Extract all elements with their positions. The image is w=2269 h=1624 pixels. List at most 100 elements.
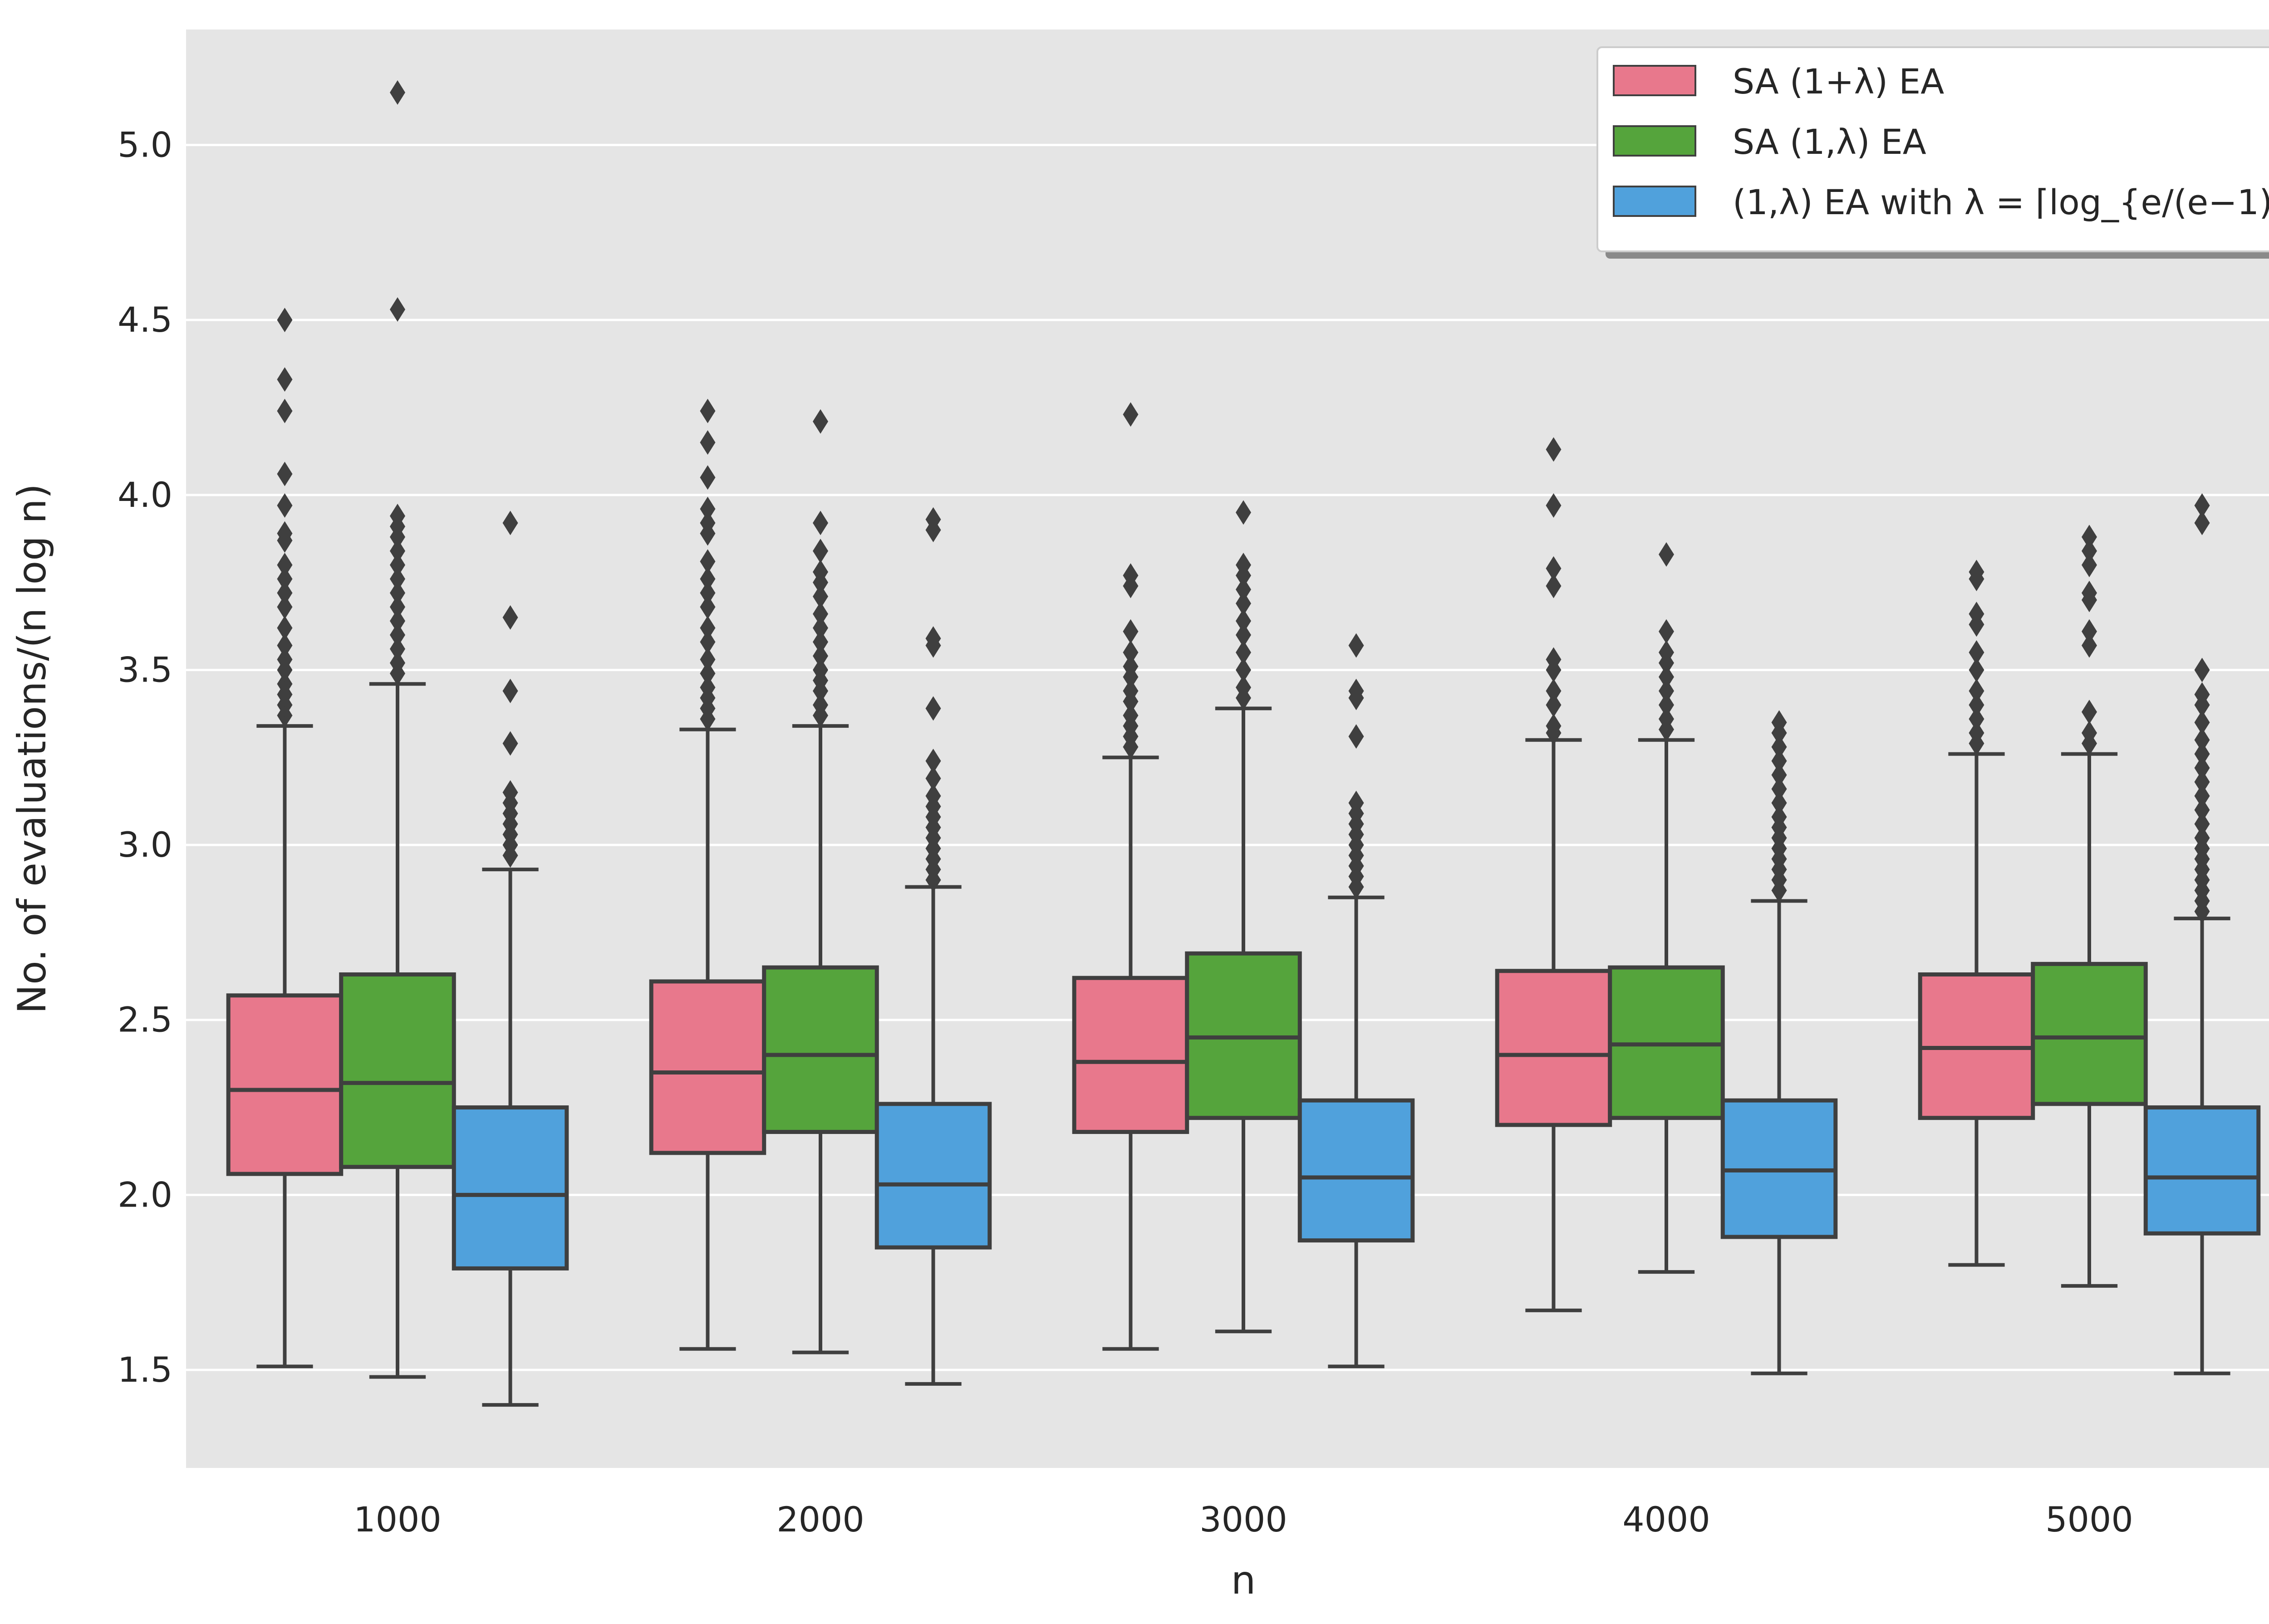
outlier-point — [502, 731, 518, 756]
outlier-point — [1546, 713, 1562, 738]
outlier-point — [2194, 710, 2210, 735]
box-iqr — [452, 1105, 569, 1271]
outlier-point — [277, 594, 293, 619]
outlier-point — [1969, 692, 1984, 717]
outlier-point — [700, 496, 716, 521]
outlier-point — [700, 647, 716, 672]
legend-label: SA (1+λ) EA — [1733, 61, 1944, 102]
outlier-point — [1123, 402, 1139, 427]
box-series-group — [226, 80, 2261, 1407]
outlier-point — [1123, 678, 1139, 703]
legend-label: (1,λ) EA with λ = ⌈log_{e/(e−1)}(n)⌉ — [1733, 182, 2269, 222]
outlier-point — [1969, 707, 1984, 731]
outlier-point — [390, 580, 405, 605]
outlier-point — [700, 430, 716, 455]
outlier-point — [813, 409, 828, 434]
outlier-point — [277, 672, 293, 697]
outlier-point — [813, 629, 828, 654]
outlier-point — [1236, 500, 1251, 525]
outlier-point — [390, 623, 405, 648]
outlier-point — [925, 696, 941, 721]
outlier-point — [1771, 710, 1787, 735]
x-axis-label: n — [1231, 1558, 1256, 1603]
box-4000 — [1495, 437, 1612, 1312]
box-iqr — [1495, 969, 1612, 1127]
outlier-point — [1659, 678, 1674, 703]
box-3000 — [1297, 633, 1415, 1369]
box-5000 — [2143, 493, 2261, 1375]
outlier-point — [925, 507, 941, 532]
outlier-point — [925, 626, 941, 651]
outlier-point — [277, 461, 293, 486]
outlier-point — [2194, 784, 2210, 809]
outlier-point — [1546, 574, 1562, 599]
outlier-point — [1348, 678, 1364, 703]
box-iqr — [874, 1102, 992, 1250]
box-iqr — [2143, 1105, 2261, 1236]
legend: SA (1+λ) EA SA (1,λ) EA (1,λ) EA with λ = … — [1596, 46, 2269, 259]
outlier-point — [277, 398, 293, 423]
outlier-point — [700, 465, 716, 490]
box-2000 — [649, 398, 766, 1351]
x-tick-labels: 1000 2000 3000 4000 5000 — [354, 1499, 2133, 1540]
outlier-point — [390, 651, 405, 676]
outlier-point — [2082, 539, 2097, 564]
outlier-point — [813, 657, 828, 682]
outlier-point — [277, 308, 293, 333]
x-tick-label: 4000 — [1622, 1499, 1710, 1540]
outlier-point — [2194, 811, 2210, 836]
outlier-point — [1123, 619, 1139, 644]
outlier-point — [1123, 703, 1139, 728]
outlier-point — [1236, 553, 1251, 578]
outlier-point — [2194, 770, 2210, 795]
outlier-point — [390, 504, 405, 529]
outlier-point — [1546, 692, 1562, 717]
legend-label: SA (1,λ) EA — [1733, 122, 1926, 162]
x-tick-label: 5000 — [2045, 1499, 2133, 1540]
outlier-point — [390, 637, 405, 662]
box-5000 — [1918, 559, 2035, 1267]
box-4000 — [1720, 710, 1838, 1375]
y-tick-labels: 1.5 2.0 2.5 3.0 3.5 4.0 4.5 5.0 — [118, 125, 172, 1390]
outlier-point — [1969, 678, 1984, 703]
outlier-point — [2194, 657, 2210, 682]
legend-swatch — [1613, 65, 1696, 96]
outlier-point — [277, 493, 293, 518]
outlier-point — [1348, 633, 1364, 658]
box-1000 — [452, 510, 569, 1407]
outlier-point — [1236, 657, 1251, 682]
outlier-point — [1659, 619, 1674, 644]
outlier-point — [1546, 647, 1562, 672]
outlier-point — [1546, 556, 1562, 581]
outlier-point — [2194, 682, 2210, 707]
outlier-point — [1236, 623, 1251, 648]
box-iqr — [1297, 1098, 1415, 1243]
outlier-point — [1546, 678, 1562, 703]
outlier-point — [700, 629, 716, 654]
y-tick-label: 4.5 — [118, 299, 172, 340]
outlier-point — [277, 566, 293, 591]
outlier-point — [390, 566, 405, 591]
outlier-point — [2082, 525, 2097, 550]
outlier-point — [277, 521, 293, 546]
box-2000 — [874, 507, 992, 1386]
outlier-point — [277, 633, 293, 658]
outlier-point — [502, 605, 518, 630]
outlier-point — [2194, 741, 2210, 766]
x-tick-label: 3000 — [1199, 1499, 1287, 1540]
outlier-point — [1236, 640, 1251, 665]
outlier-point — [2082, 580, 2097, 605]
outlier-point — [700, 549, 716, 574]
legend-items: SA (1+λ) EA SA (1,λ) EA (1,λ) EA with λ = … — [1613, 61, 2269, 222]
outlier-point — [1348, 790, 1364, 815]
outlier-point — [390, 539, 405, 564]
outlier-point — [1969, 559, 1984, 584]
y-tick-label: 4.0 — [118, 475, 172, 515]
outlier-point — [1771, 762, 1787, 787]
box-iqr — [226, 993, 344, 1176]
outlier-point — [813, 510, 828, 535]
outlier-point — [1659, 664, 1674, 689]
outlier-point — [2194, 797, 2210, 822]
outlier-point — [1236, 608, 1251, 633]
outlier-point — [277, 615, 293, 640]
